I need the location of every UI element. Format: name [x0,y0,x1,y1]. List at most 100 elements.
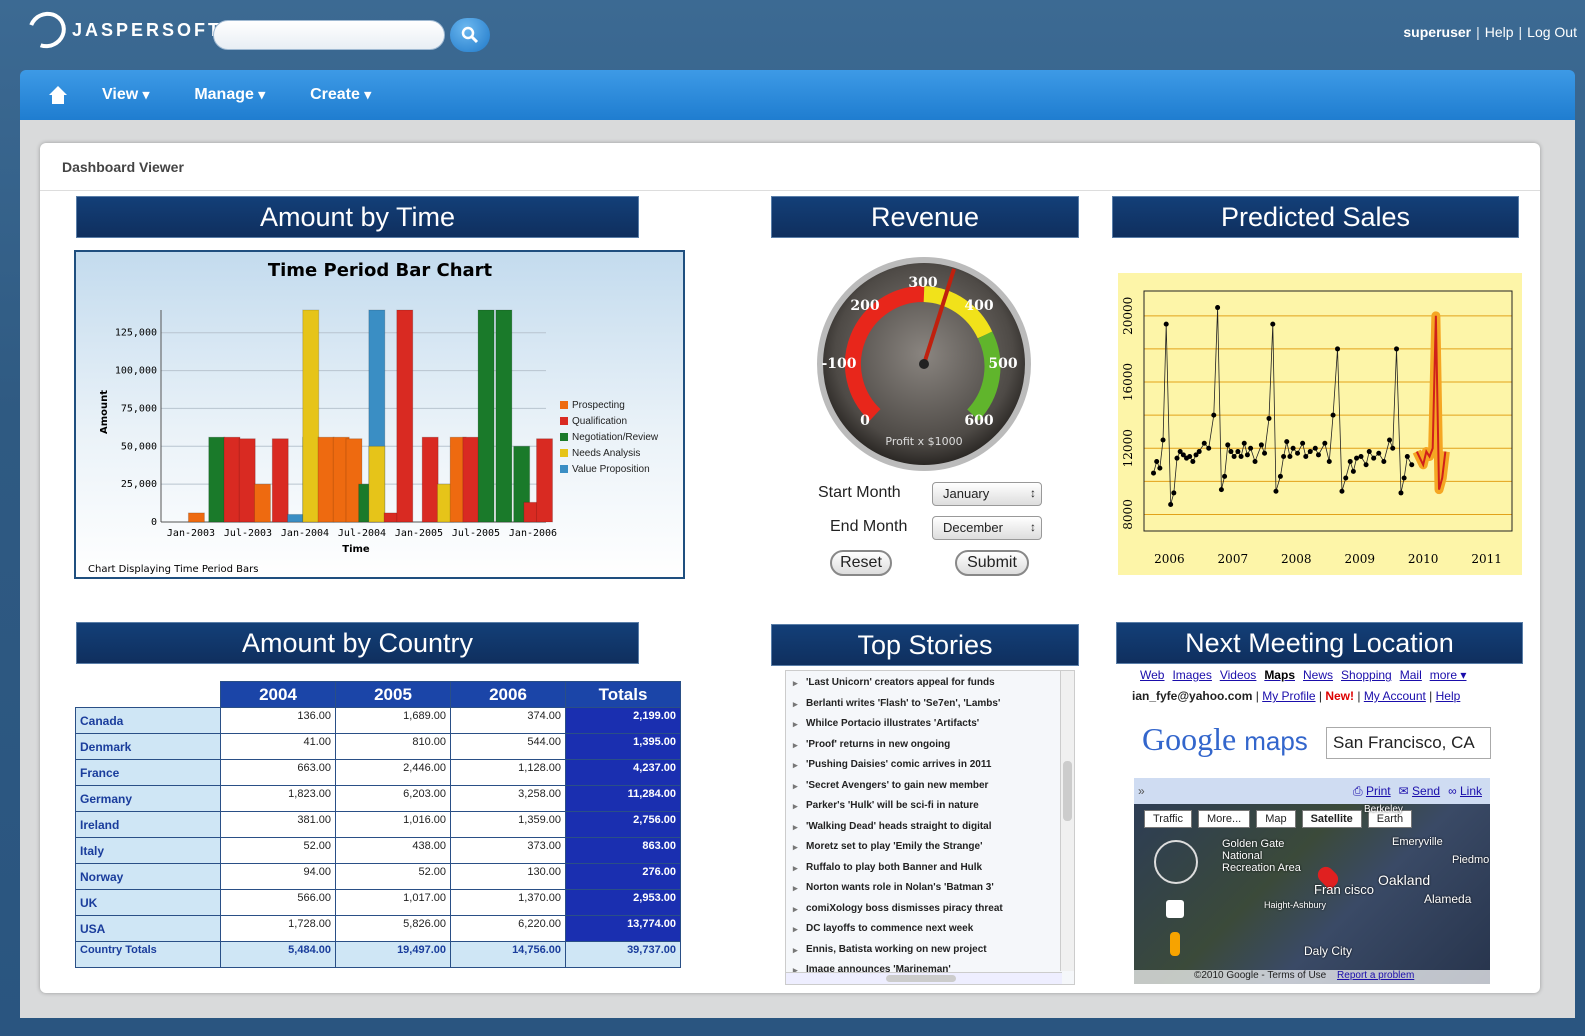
column-header: 2005 [335,681,451,708]
data-point [1225,442,1231,448]
x-tick-label: Jul-2004 [338,528,386,539]
map-type-button[interactable]: More... [1197,810,1251,828]
legend-item: Prospecting [560,397,658,413]
maps-search-input[interactable]: San Francisco, CA [1326,727,1491,759]
legend-label: Negotiation/Review [572,431,659,443]
legend-label: Needs Analysis [572,447,641,459]
data-point [1387,437,1393,443]
my-profile-link[interactable]: My Profile [1262,689,1316,703]
table-cell: 1,689.00 [335,707,451,734]
map-type-button[interactable]: Traffic [1144,810,1192,828]
gauge-tick-label: 500 [988,356,1017,372]
map-type-button[interactable]: Satellite [1301,810,1362,828]
my-account-link[interactable]: My Account [1363,689,1426,703]
start-month-select[interactable]: January [932,482,1042,506]
data-point [1163,321,1169,327]
column-total: 19,497.00 [335,941,451,968]
stories-vertical-scrollbar[interactable] [1060,671,1074,971]
google-nav-link[interactable]: Videos [1219,668,1257,682]
story-link[interactable]: Ennis, Batista working on new project [786,940,1074,961]
satellite-map[interactable]: Traffic More... Map Satellite Earth Golden G… [1134,804,1490,984]
google-nav-link[interactable]: more ▾ [1429,668,1467,682]
story-link[interactable]: 'Last Unicorn' creators appeal for funds [786,673,1074,694]
bar-chart-box: Time Period Bar Chart Amount Time Chart … [74,250,685,579]
header-next-meeting: Next Meeting Location [1116,622,1523,664]
story-link[interactable]: comiXology boss dismisses piracy threat [786,899,1074,920]
column-total: 5,484.00 [220,941,336,968]
story-link[interactable]: DC layoffs to commence next week [786,919,1074,940]
story-link[interactable]: Moretz set to play 'Emily the Strange' [786,837,1074,858]
data-point [1157,465,1163,471]
table-cell: 136.00 [220,707,336,734]
end-month-select[interactable]: December [932,516,1042,540]
table-row: Ireland 381.00 1,016.00 1,359.00 2,756.00 [75,811,681,838]
x-tick-label: 2009 [1344,552,1375,566]
pegman-icon[interactable] [1170,932,1180,956]
totals-label: Country Totals [75,941,221,968]
data-point [1307,449,1313,455]
send-link[interactable]: ✉ Send [1398,784,1441,798]
google-nav-link[interactable]: Images [1172,668,1212,682]
data-point [1180,452,1186,458]
new-badge: New! [1325,689,1355,703]
google-help-link[interactable]: Help [1435,689,1461,703]
series-line [1153,307,1413,505]
y-tick-label: 100,000 [115,366,157,377]
print-link[interactable]: ⎙ Print [1353,783,1391,798]
data-point [1231,454,1237,460]
data-point [1390,445,1396,451]
x-tick-label: Jul-2003 [224,528,272,539]
google-nav-link[interactable]: Mail [1399,668,1422,682]
data-point [1401,475,1407,481]
logo-mark-icon [22,5,72,55]
story-link[interactable]: Ruffalo to play both Banner and Hulk [786,858,1074,879]
search-input[interactable] [213,20,445,50]
table-cell: 1,823.00 [220,785,336,812]
forecast-band [1412,311,1450,495]
story-link[interactable]: Norton wants role in Nolan's 'Batman 3' [786,878,1074,899]
help-link[interactable]: Help [1484,24,1514,40]
map-type-button[interactable]: Earth [1367,810,1413,828]
submit-button[interactable]: Submit [955,550,1029,576]
story-link[interactable]: Parker's 'Hulk' will be sci-fi in nature [786,796,1074,817]
story-link[interactable]: Berlanti writes 'Flash' to 'Se7en', 'Lam… [786,694,1074,715]
pan-control-icon[interactable] [1154,840,1198,884]
map-type-button[interactable]: Map [1256,810,1296,828]
bar [287,513,305,523]
legend-swatch [560,401,568,409]
google-nav-link[interactable]: News [1303,668,1334,682]
y-tick-label: 12000 [1121,429,1135,467]
logout-link[interactable]: Log Out [1527,24,1577,40]
table-cell: 374.00 [450,707,566,734]
data-point [1218,487,1224,493]
collapse-icon[interactable]: » [1138,784,1145,798]
google-nav-link[interactable]: Maps [1264,668,1295,682]
google-nav-link[interactable]: Web [1140,668,1165,682]
data-point [1363,462,1369,468]
table-cell: 566.00 [220,889,336,916]
story-link[interactable]: 'Secret Avengers' to gain new member [786,776,1074,797]
table-cell: 663.00 [220,759,336,786]
menu-view[interactable]: View ▾ [102,86,150,103]
data-point [1258,442,1264,448]
story-link[interactable]: 'Proof' returns in new ongoing [786,735,1074,756]
story-link[interactable]: 'Pushing Daisies' comic arrives in 2011 [786,755,1074,776]
google-nav-link[interactable]: Shopping [1341,668,1392,682]
link-link[interactable]: ∞ Link [1448,784,1482,798]
story-link[interactable]: 'Walking Dead' heads straight to digital [786,817,1074,838]
report-problem-link[interactable]: Report a problem [1337,970,1415,981]
stories-horizontal-scrollbar[interactable] [786,972,1062,984]
reset-button[interactable]: Reset [830,550,892,576]
bar [495,309,513,523]
menu-manage[interactable]: Manage ▾ [194,86,266,103]
search-button[interactable] [450,18,490,52]
menu-create[interactable]: Create ▾ [310,86,372,103]
home-icon[interactable] [48,85,68,105]
story-link[interactable]: Image announces 'Marineman' [786,960,1074,981]
data-point [1266,415,1272,421]
gauge-tick-label: 0 [860,413,870,429]
zoom-icon[interactable] [1166,900,1184,918]
data-point [1228,449,1234,455]
story-link[interactable]: Whilce Portacio illustrates 'Artifacts' [786,714,1074,735]
jaspersoft-logo[interactable]: JASPERSOFT [22,5,222,55]
